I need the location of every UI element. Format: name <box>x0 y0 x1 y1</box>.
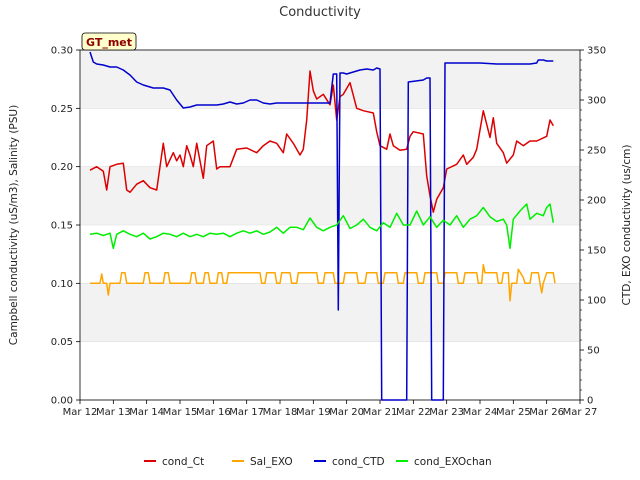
x-tick-label: Mar 22 <box>396 407 431 418</box>
y-right-tick-label: 100 <box>587 296 606 307</box>
x-tick-label: Mar 21 <box>363 407 398 418</box>
chart-title: Conductivity <box>279 5 361 20</box>
y-axis-left: 0.00 0.05 0.10 0.15 0.20 0.25 0.30 <box>51 46 80 407</box>
x-tick-label: Mar 17 <box>229 407 264 418</box>
series-line-cond-ctd <box>89 51 554 401</box>
badge-box <box>81 32 137 51</box>
x-tick-label: Mar 12 <box>63 407 98 418</box>
y-left-tick-label: 0.10 <box>51 279 73 290</box>
x-tick-label: Mar 18 <box>263 407 298 418</box>
y-right-tick-label: 200 <box>587 196 606 207</box>
legend-label: cond_EXOchan <box>414 456 492 468</box>
legend-label: Sal_EXO <box>250 456 293 468</box>
y-right-tick-label: 300 <box>587 96 606 107</box>
y-right-tick-label: 250 <box>587 146 606 157</box>
badge-label: GT_met <box>86 36 132 49</box>
legend: cond_Ct Sal_EXO cond_CTD cond_EXOchan <box>144 456 492 468</box>
y-right-tick-label: 50 <box>587 346 600 357</box>
x-tick-label: Mar 15 <box>163 407 198 418</box>
y-axis-left-title: Campbell conductivity (uS/m3), Salinity … <box>8 105 20 345</box>
series-line-cond-exochan <box>89 203 555 250</box>
legend-label: cond_CTD <box>332 456 385 468</box>
y-left-tick-label: 0.20 <box>51 162 73 173</box>
y-axis-right: 0 50 100 150 200 250 300 350 <box>580 46 606 407</box>
y-left-tick-label: 0.25 <box>51 104 73 115</box>
x-tick-label: Mar 14 <box>129 407 164 418</box>
y-left-tick-label: 0.30 <box>51 46 73 57</box>
grid-band <box>80 283 580 342</box>
x-tick-label: Mar 16 <box>196 407 231 418</box>
grid-band <box>80 166 580 225</box>
y-left-tick-label: 0.15 <box>51 221 73 232</box>
legend-label: cond_Ct <box>162 456 204 468</box>
series-line-cond-ct <box>89 70 554 213</box>
x-tick-label: Mar 26 <box>529 407 564 418</box>
x-tick-label: Mar 13 <box>96 407 131 418</box>
y-right-tick-label: 0 <box>587 396 593 407</box>
series-layer <box>89 51 556 401</box>
y-left-tick-label: 0.00 <box>51 396 73 407</box>
y-right-tick-label: 350 <box>587 46 606 57</box>
x-tick-label: Mar 24 <box>463 407 498 418</box>
x-tick-label: Mar 19 <box>296 407 331 418</box>
x-tick-label: Mar 20 <box>329 407 364 418</box>
x-tick-label: Mar 23 <box>429 407 464 418</box>
x-tick-label: Mar 27 <box>563 407 598 418</box>
y-axis-right-title: CTD, EXO conductivity (us/cm) <box>621 145 633 306</box>
y-left-tick-label: 0.05 <box>51 337 73 348</box>
station-badge: GT_met <box>81 32 137 51</box>
x-tick-label: Mar 25 <box>496 407 531 418</box>
y-right-tick-label: 150 <box>587 246 606 257</box>
